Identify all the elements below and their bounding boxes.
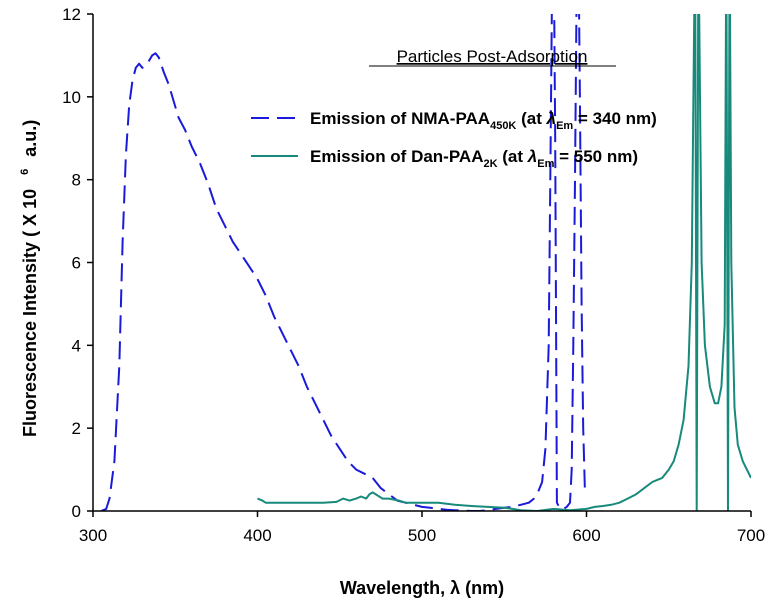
series-line-nma [100,14,587,511]
legend-label-dan-lsub: Em [537,158,554,170]
y-axis-title-tail: a.u.) [20,120,40,157]
legend-label-nma-tail: = 340 nm) [573,109,657,128]
x-tick-label: 700 [737,526,765,545]
annotation-text: Particles Post-Adsorption [397,47,588,66]
svg-text:Fluorescence Intensity ( X 106: Fluorescence Intensity ( X 10 6 a.u.) [19,120,40,437]
svg-text:Emission of Dan-PAA2K (at λEm: Emission of Dan-PAA2K (at λEm = 550 nm) [310,147,638,170]
y-tick-label: 8 [72,171,81,190]
x-axis-title: Wavelength, λ (nm) [340,578,504,598]
y-tick-label: 0 [72,502,81,521]
legend-entry-nma: Emission of NMA-PAA450K (at λEm = 340 nm… [251,109,657,132]
x-tick-label: 300 [79,526,107,545]
x-tick-label: 500 [408,526,436,545]
series-line-dan [257,14,751,511]
legend-label-dan-sub: 2K [483,158,497,170]
y-tick-label: 2 [72,419,81,438]
x-tick-label: 600 [572,526,600,545]
legend: Emission of NMA-PAA450K (at λEm = 340 nm… [251,109,657,170]
legend-label-dan-mid: (at [498,147,528,166]
y-tick-label: 4 [72,336,81,355]
tick-layer: 300 400 500 600 700 0 2 4 6 8 10 12 [62,5,765,545]
x-tick-label: 400 [243,526,271,545]
y-tick-label: 6 [72,254,81,273]
y-axis-title: Fluorescence Intensity ( X 10 6 a.u.) [19,120,40,437]
svg-text:Emission of NMA-PAA450K (at λE: Emission of NMA-PAA450K (at λEm = 340 nm… [310,109,657,132]
y-tick-label: 12 [62,5,81,24]
plot-series [100,14,751,511]
axes [92,14,751,512]
y-tick-label: 10 [62,88,81,107]
legend-label-nma-main: Emission of NMA-PAA [310,109,490,128]
legend-label-dan-tail: = 550 nm) [554,147,638,166]
y-axis-title-main: Fluorescence Intensity ( X 10 [20,189,40,437]
legend-label-nma-sub: 450K [490,120,516,132]
legend-label-dan-lambda: λ [527,147,537,166]
legend-label-nma-mid: (at [516,109,546,128]
legend-label-nma-lsub: Em [556,120,573,132]
y-axis-title-exponent: 6 [19,169,31,175]
legend-label-nma-lambda: λ [546,109,556,128]
legend-entry-dan: Emission of Dan-PAA2K (at λEm = 550 nm) [251,147,638,170]
legend-label-dan-main: Emission of Dan-PAA [310,147,483,166]
